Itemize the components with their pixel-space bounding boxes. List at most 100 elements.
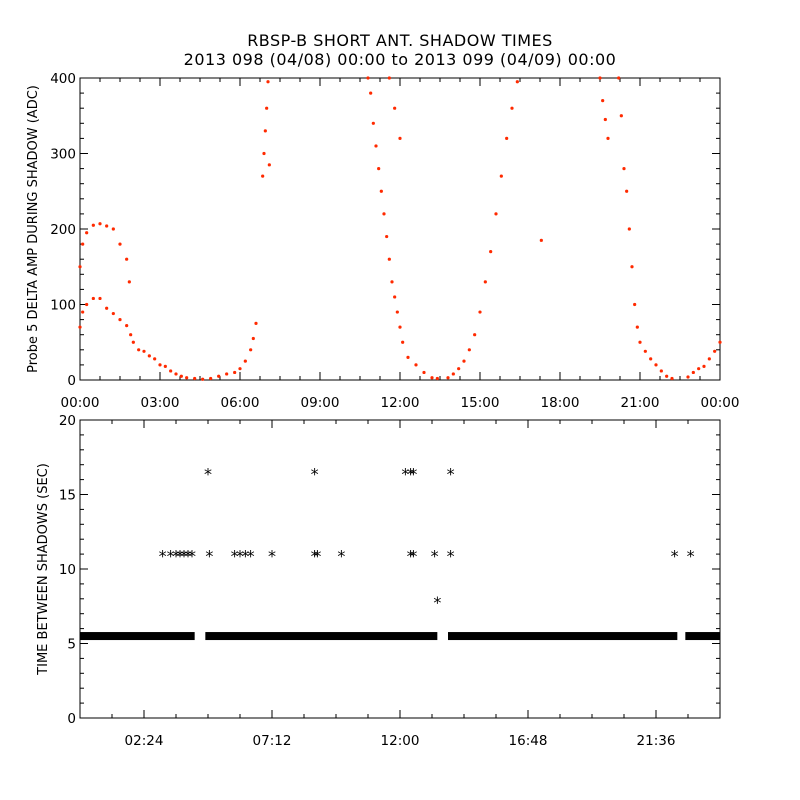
- data-point: [422, 370, 426, 375]
- data-point: [78, 325, 82, 329]
- data-point: [406, 355, 410, 359]
- data-point: [78, 265, 82, 269]
- data-point: *: [687, 547, 695, 566]
- data-point: [249, 348, 253, 352]
- data-point: [193, 376, 197, 381]
- data-point: [387, 76, 391, 80]
- chart-subtitle: 2013 098 (04/08) 00:00 to 2013 099 (04/0…: [183, 50, 617, 69]
- data-point: [105, 224, 109, 228]
- data-point: [85, 231, 89, 235]
- data-point: [111, 311, 115, 316]
- data-point: [718, 340, 722, 344]
- data-point: [483, 280, 487, 284]
- data-point: [163, 364, 167, 369]
- data-point: [254, 321, 258, 325]
- data-point: [398, 325, 402, 329]
- data-point: [125, 257, 129, 261]
- data-point: [515, 80, 519, 84]
- amplitude-panel: 00:00 03:00 06:00 09:00 12:00 15:00 18:00 21:00…: [26, 71, 739, 411]
- data-point: [374, 144, 378, 148]
- data-point: [670, 376, 674, 381]
- data-point: *: [337, 547, 345, 566]
- data-point: [111, 227, 115, 231]
- data-point: *: [671, 547, 679, 566]
- data-point: [387, 257, 391, 261]
- data-point: [446, 376, 450, 380]
- data-point: *: [407, 465, 415, 484]
- data-point: [494, 212, 498, 216]
- data-point: [217, 374, 221, 378]
- data-point: *: [167, 547, 175, 566]
- data-point: [622, 167, 626, 171]
- data-point: [633, 302, 637, 307]
- data-point: [382, 212, 386, 216]
- data-point: *: [236, 547, 244, 566]
- data-point: [225, 372, 229, 376]
- data-point: [118, 242, 122, 246]
- data-point: [478, 310, 482, 314]
- data-point: [81, 242, 85, 246]
- x-tick-label: 21:36: [637, 733, 676, 749]
- y-tick-label: 200: [50, 222, 76, 238]
- data-point: *: [247, 547, 255, 566]
- y-tick-label: 100: [50, 298, 76, 314]
- data-point: [369, 91, 373, 95]
- data-point: *: [205, 547, 213, 566]
- data-point: [451, 372, 455, 376]
- data-point: *: [433, 593, 441, 612]
- data-point: *: [204, 465, 212, 484]
- data-point: [630, 265, 634, 269]
- data-point: [638, 340, 642, 344]
- data-point: [686, 375, 690, 379]
- data-point: [395, 310, 399, 314]
- data-point: [619, 114, 623, 118]
- y-tick-label: 15: [59, 488, 76, 504]
- data-point: [91, 296, 95, 301]
- data-point: [265, 106, 269, 110]
- data-point: [665, 374, 669, 378]
- data-point: [489, 250, 493, 254]
- data-point: [505, 136, 509, 140]
- data-point: *: [313, 547, 321, 566]
- data-point: [707, 357, 711, 361]
- x-tick-label: 02:24: [125, 733, 164, 749]
- y-tick-label: 10: [59, 562, 76, 578]
- data-point: *: [188, 547, 196, 566]
- data-point: [393, 295, 397, 299]
- data-point: *: [447, 465, 455, 484]
- data-point: [457, 367, 461, 371]
- data-point: [627, 227, 631, 231]
- data-point: [81, 310, 85, 314]
- data-point: [398, 136, 402, 140]
- data-point: [261, 174, 265, 178]
- data-point: [118, 318, 122, 322]
- data-point: [179, 374, 183, 378]
- x-tick-label: 03:00: [141, 395, 180, 411]
- y-tick-label: 400: [50, 71, 76, 87]
- y-tick-label: 0: [67, 711, 76, 727]
- y-tick-label: 300: [50, 147, 76, 163]
- data-point: [385, 234, 389, 239]
- data-point: [499, 174, 503, 178]
- shadow-interval-panel: 02:24 07:12 12:00 16:48 21:36 0 5 10 15 20 TIME BE…: [36, 413, 721, 749]
- data-point: *: [159, 547, 167, 566]
- data-point: [691, 370, 695, 375]
- x-tick-label: 00:00: [701, 395, 740, 411]
- x-tick-label: 00:00: [61, 395, 100, 411]
- data-point: [142, 349, 146, 353]
- data-point: [147, 354, 151, 358]
- x-tick-label: 15:00: [461, 395, 500, 411]
- data-point: [377, 167, 381, 171]
- baseline-band: [685, 632, 720, 641]
- data-point: [713, 349, 717, 353]
- data-point: [129, 333, 133, 337]
- data-point: [606, 136, 610, 140]
- data-point: [238, 367, 242, 371]
- data-point: [243, 359, 247, 363]
- data-point: [617, 76, 621, 80]
- data-point: [643, 349, 647, 353]
- data-point: *: [407, 547, 415, 566]
- x-tick-label: 09:00: [301, 395, 340, 411]
- data-point: [158, 363, 162, 367]
- data-point: *: [241, 547, 249, 566]
